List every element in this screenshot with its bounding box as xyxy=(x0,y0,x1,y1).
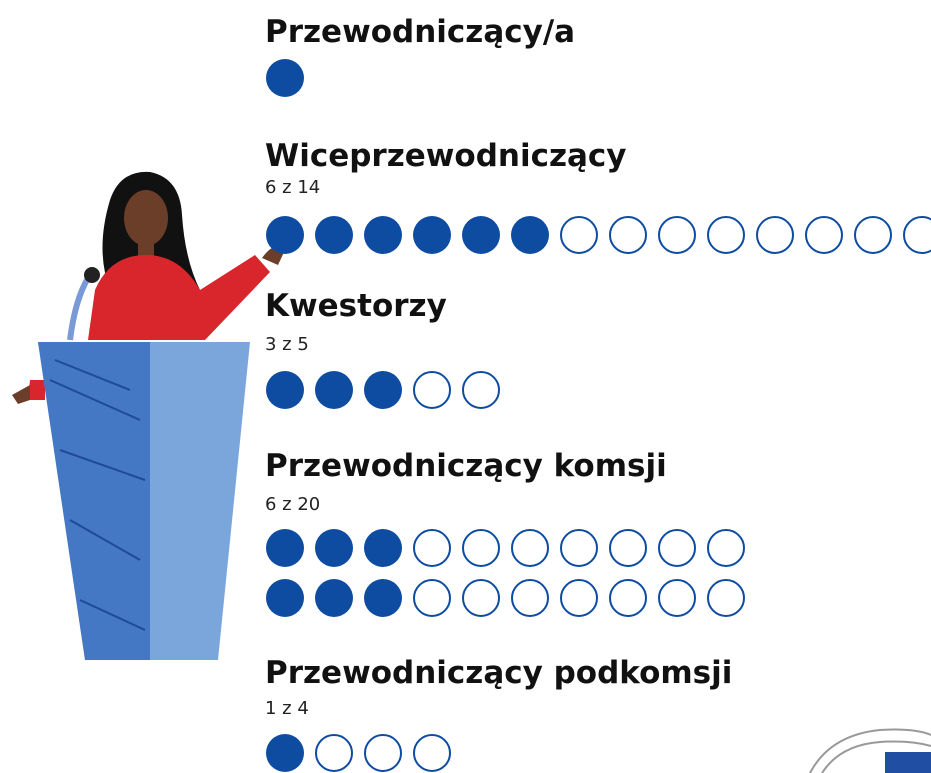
ep-logo xyxy=(810,730,931,773)
section-title: Przewodniczący komsji xyxy=(265,448,667,484)
filled-dot xyxy=(462,216,500,254)
section-title: Przewodniczący podkomsji xyxy=(265,655,732,691)
empty-dot xyxy=(365,735,401,771)
filled-dot xyxy=(266,529,304,567)
empty-dot xyxy=(757,217,793,253)
filled-dot xyxy=(266,734,304,772)
empty-dot xyxy=(561,580,597,616)
filled-dot xyxy=(315,579,353,617)
empty-dot xyxy=(904,217,931,253)
section-subtitle: 6 z 20 xyxy=(265,494,320,515)
filled-dot xyxy=(266,579,304,617)
empty-dot xyxy=(561,530,597,566)
empty-dot xyxy=(512,580,548,616)
empty-dot xyxy=(610,580,646,616)
filled-dot xyxy=(315,216,353,254)
filled-dot xyxy=(266,371,304,409)
section-title: Przewodniczący/a xyxy=(265,14,575,50)
empty-dot xyxy=(806,217,842,253)
empty-dot xyxy=(463,530,499,566)
empty-dot xyxy=(610,530,646,566)
empty-dot xyxy=(561,217,597,253)
empty-dot xyxy=(659,530,695,566)
empty-dot xyxy=(414,580,450,616)
filled-dot xyxy=(266,59,304,97)
empty-dot xyxy=(708,217,744,253)
filled-dot xyxy=(364,579,402,617)
section-title: Kwestorzy xyxy=(265,288,447,324)
empty-dot xyxy=(414,372,450,408)
filled-dot xyxy=(315,371,353,409)
filled-dot xyxy=(315,529,353,567)
filled-dot xyxy=(511,216,549,254)
filled-dot xyxy=(364,371,402,409)
section-title: Wiceprzewodniczący xyxy=(265,138,627,174)
empty-dot xyxy=(512,530,548,566)
filled-dot xyxy=(266,216,304,254)
empty-dot xyxy=(855,217,891,253)
empty-dot xyxy=(610,217,646,253)
empty-dot xyxy=(708,580,744,616)
filled-dot xyxy=(364,216,402,254)
empty-dot xyxy=(659,580,695,616)
section-subtitle: 1 z 4 xyxy=(265,698,309,719)
empty-dot xyxy=(414,530,450,566)
illustration xyxy=(12,172,285,660)
empty-dot xyxy=(463,372,499,408)
empty-dot xyxy=(463,580,499,616)
section-subtitle: 6 z 14 xyxy=(265,177,320,198)
empty-dot xyxy=(708,530,744,566)
section-subtitle: 3 z 5 xyxy=(265,334,309,355)
infographic: Przewodniczący/a Wiceprzewodniczący 6 z 14… xyxy=(0,0,931,773)
empty-dot xyxy=(659,217,695,253)
empty-dot xyxy=(414,735,450,771)
filled-dot xyxy=(413,216,451,254)
empty-dot xyxy=(316,735,352,771)
filled-dot xyxy=(364,529,402,567)
